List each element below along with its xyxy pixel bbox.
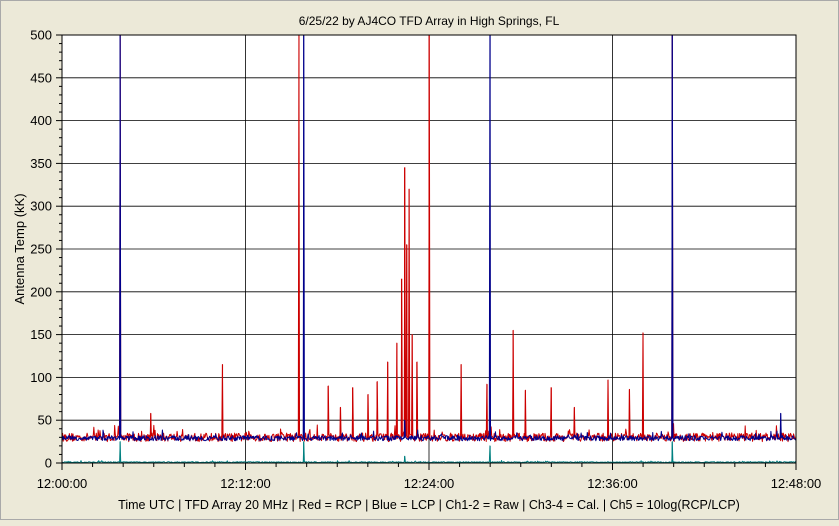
x-tick-label: 12:36:00 — [587, 476, 638, 491]
series-layer — [61, 34, 797, 464]
y-tick-label: 450 — [30, 70, 52, 85]
y-tick-label: 500 — [30, 28, 52, 43]
x-tick-label: 12:24:00 — [404, 476, 455, 491]
series-line — [61, 34, 797, 442]
x-tick-label: 12:48:00 — [771, 476, 822, 491]
x-tick-label: 12:00:00 — [37, 476, 88, 491]
y-tick-label: 350 — [30, 156, 52, 171]
x-axis: 12:00:00 12:12:00 12:24:00 12:36:00 12:48:00 — [37, 463, 822, 491]
y-tick-label: 250 — [30, 242, 52, 257]
y-tick-label: 200 — [30, 284, 52, 299]
y-tick-label: 400 — [30, 113, 52, 128]
y-tick-label: 50 — [38, 413, 52, 428]
y-tick-label: 150 — [30, 327, 52, 342]
y-tick-label: 300 — [30, 199, 52, 214]
y-axis: 0 50 100 150 200 250 300 350 400 450 500 — [30, 28, 62, 471]
y-tick-label: 100 — [30, 370, 52, 385]
series-line — [61, 441, 797, 464]
y-axis-label: Antenna Temp (kK) — [12, 193, 27, 304]
x-tick-label: 12:12:00 — [220, 476, 271, 491]
x-axis-label: Time UTC | TFD Array 20 MHz | Red = RCP … — [118, 498, 740, 512]
y-tick-label: 0 — [45, 456, 52, 471]
chart-title: 6/25/22 by AJ4CO TFD Array in High Sprin… — [299, 14, 560, 28]
